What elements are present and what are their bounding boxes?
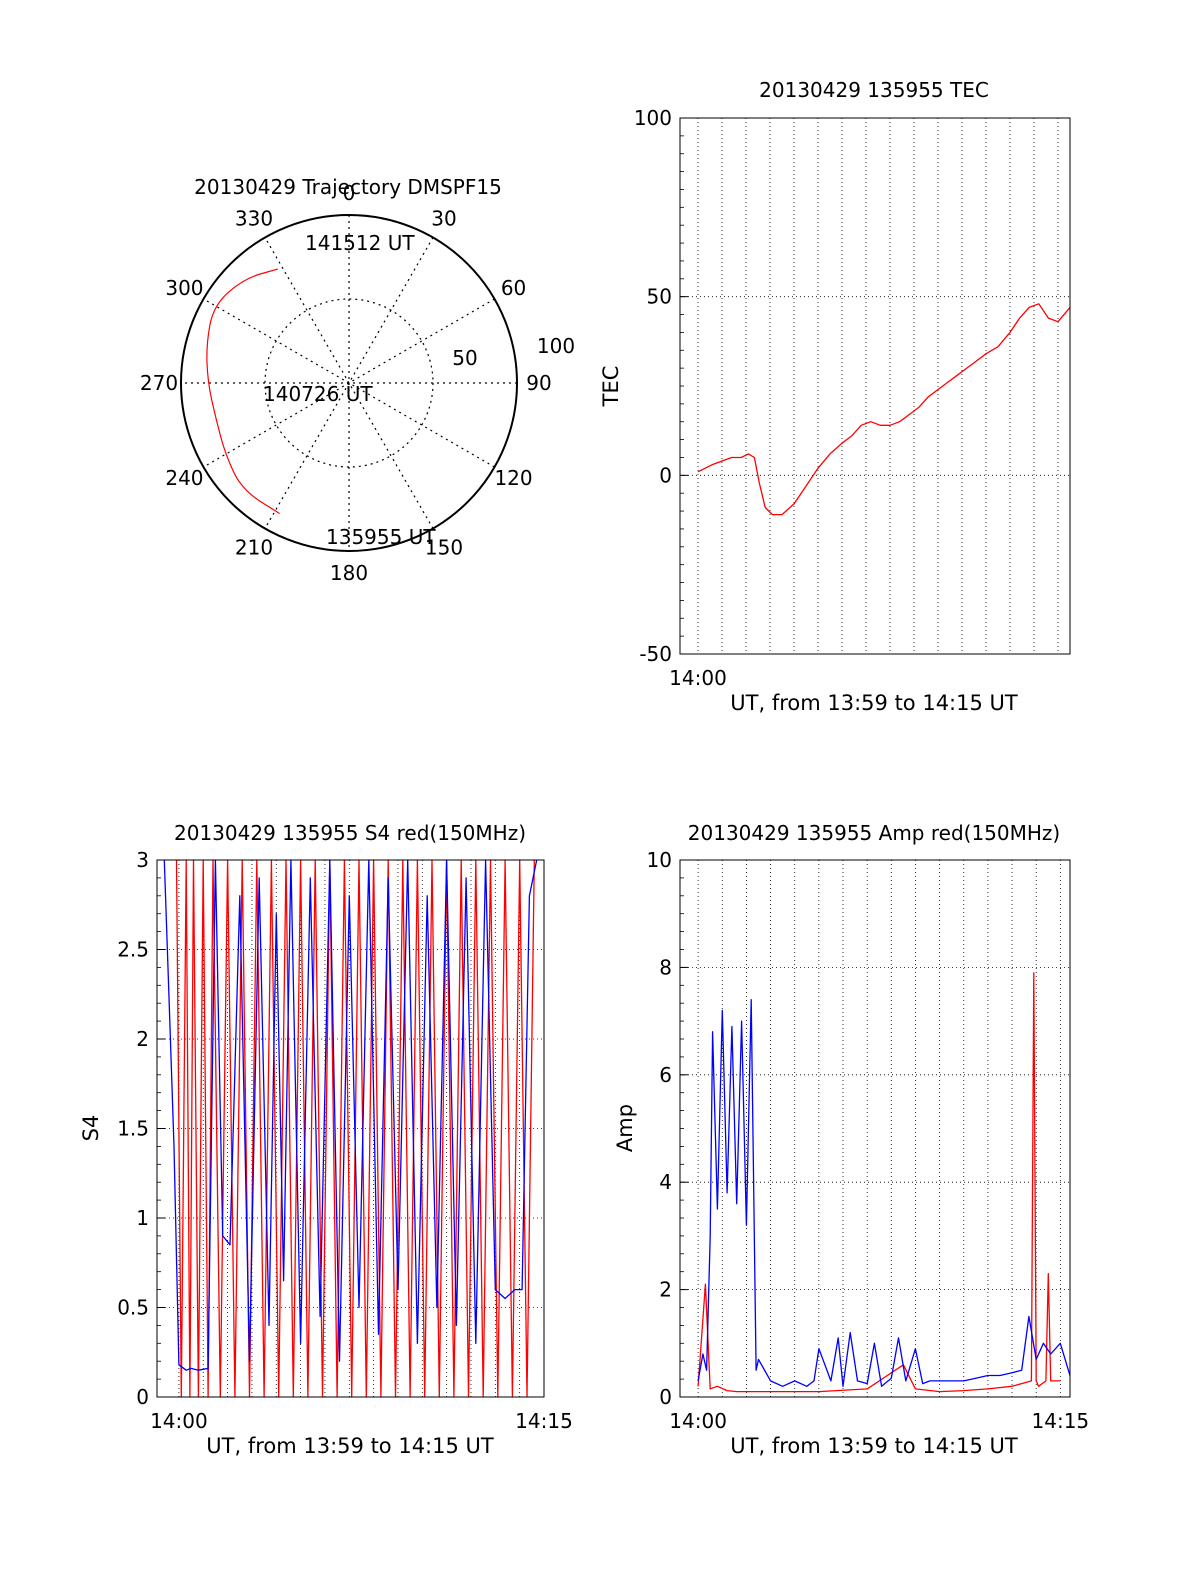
azimuth-label: 240 [165,466,203,490]
y-tick-label: 4 [659,1170,672,1194]
ring-label: 100 [537,334,575,358]
tec-y-ticks: 100 50 0 -50 [634,106,688,666]
series-line [697,972,1061,1393]
y-tick-label: 0.5 [117,1296,149,1320]
amp-plot: 20130429 135955 Amp red(150MHz) 1086420 … [613,821,1089,1458]
y-tick-label: -50 [639,642,672,666]
tec-xlabel: UT, from 13:59 to 14:15 UT [730,691,1018,715]
azimuth-label: 0 [343,181,356,205]
y-tick-label: 8 [659,955,672,979]
amp-title: 20130429 135955 Amp red(150MHz) [688,821,1060,845]
y-tick-label: 10 [647,848,672,872]
amp-x-ticks: 14:00 14:15 [669,1409,1089,1433]
s4-y-ticks: 3 2.5 2 1.5 1 0.5 0 [117,848,165,1409]
y-tick-label: 3 [136,848,149,872]
x-tick-label: 14:00 [669,1409,727,1433]
s4-title: 20130429 135955 S4 red(150MHz) [174,821,526,845]
azimuth-label: 210 [235,536,273,560]
azimuth-label: 90 [526,371,551,395]
azimuth-label: 180 [330,561,368,585]
y-tick-label: 2 [136,1027,149,1051]
y-tick-label: 50 [647,285,672,309]
azimuth-label: 330 [235,206,273,230]
s4-ylabel: S4 [79,1115,103,1142]
y-tick-label: 0 [136,1385,149,1409]
tec-series [697,303,1071,516]
series-line [163,859,538,1371]
amp-grid [680,860,1070,1397]
x-tick-label: 14:00 [150,1409,208,1433]
amp-xlabel: UT, from 13:59 to 14:15 UT [730,1434,1018,1458]
trajectory-plot: 20130429 Trajectory DMSPF15 141512 UT 14… [140,175,575,585]
amp-series [697,972,1071,1393]
polar-grid [180,214,518,552]
y-tick-label: 2 [659,1278,672,1302]
azimuth-label: 120 [494,466,532,490]
amp-y-ticks: 10 8 6 4 2 0 [647,848,688,1409]
s4-series [163,859,538,1398]
trajectory-track [206,268,280,515]
azimuth-label: 300 [165,276,203,300]
x-tick-label: 14:00 [669,666,727,690]
trajectory-title: 20130429 Trajectory DMSPF15 [194,175,502,199]
azimuth-label: 270 [140,371,178,395]
polar-spoke [264,237,434,529]
y-tick-label: 0 [659,1385,672,1409]
s4-x-ticks: 14:00 14:15 [150,1409,573,1433]
y-tick-label: 2.5 [117,938,149,962]
series-line [697,998,1071,1387]
y-tick-label: 100 [634,106,672,130]
y-tick-label: 1.5 [117,1117,149,1141]
tec-title: 20130429 135955 TEC [759,78,989,102]
track-start-time: 135955 UT [326,525,436,549]
series-line [697,303,1071,516]
x-tick-label: 14:15 [1032,1409,1090,1433]
x-tick-label: 14:15 [515,1409,573,1433]
track-mid-time: 140726 UT [263,382,373,406]
tec-grid [680,118,1070,654]
ring-label: 50 [452,346,477,370]
polar-labels: 0 30 60 90 120 150 180 210 240 270 300 330 50 100 [140,181,575,585]
s4-plot: 20130429 135955 S4 red(150MHz) 3 2.5 2 1.5 1… [79,821,573,1458]
tec-frame [679,117,1071,655]
azimuth-label: 60 [501,276,526,300]
y-tick-label: 6 [659,1063,672,1087]
azimuth-label: 30 [431,206,456,230]
tec-x-ticks: 14:00 [669,666,727,690]
s4-xlabel: UT, from 13:59 to 14:15 UT [206,1434,494,1458]
azimuth-label: 150 [425,536,463,560]
y-tick-label: 1 [136,1206,149,1230]
track-end-time: 141512 UT [305,231,415,255]
amp-ylabel: Amp [613,1104,637,1152]
y-tick-label: 0 [659,463,672,487]
tec-ylabel: TEC [599,366,623,408]
